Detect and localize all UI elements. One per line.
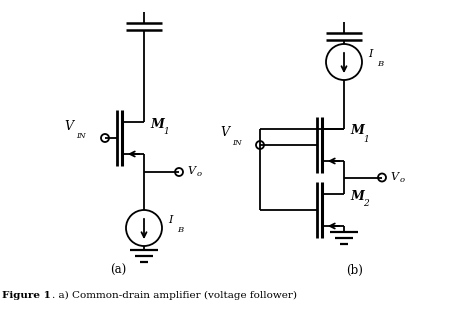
Text: M: M	[350, 189, 364, 202]
Text: I: I	[168, 215, 173, 225]
Text: I: I	[368, 49, 373, 59]
Text: B: B	[177, 226, 183, 234]
Text: B: B	[377, 60, 383, 68]
Text: V: V	[187, 166, 195, 176]
Text: M: M	[350, 124, 364, 137]
Text: M: M	[150, 118, 164, 131]
Text: (b): (b)	[346, 263, 364, 276]
Text: Figure 1: Figure 1	[2, 290, 51, 299]
Text: 2: 2	[363, 199, 369, 208]
Text: (a): (a)	[110, 263, 126, 276]
Text: 1: 1	[163, 128, 169, 137]
Text: V: V	[390, 171, 398, 182]
Text: o: o	[197, 170, 202, 178]
Text: IN: IN	[232, 139, 242, 147]
Text: V: V	[220, 127, 229, 140]
Text: 1: 1	[363, 134, 369, 143]
Text: V: V	[64, 119, 73, 132]
Text: o: o	[400, 175, 405, 183]
Text: . a) Common-drain amplifier (voltage follower): . a) Common-drain amplifier (voltage fol…	[52, 290, 297, 299]
Text: IN: IN	[76, 132, 86, 140]
